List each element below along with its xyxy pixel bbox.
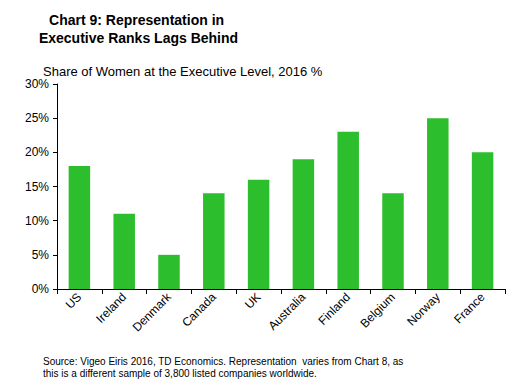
svg-text:Finland: Finland	[315, 290, 353, 328]
svg-text:UK: UK	[242, 290, 264, 312]
svg-text:this is a different sample of: this is a different sample of 3,800 list…	[43, 368, 317, 379]
svg-text:Belgium: Belgium	[357, 290, 398, 331]
svg-text:Source: Vigeo Eiris 2016, TD E: Source: Vigeo Eiris 2016, TD Economics. …	[43, 356, 406, 367]
svg-text:25%: 25%	[25, 111, 49, 125]
svg-text:30%: 30%	[25, 77, 49, 91]
svg-text:Canada: Canada	[179, 290, 219, 330]
svg-text:5%: 5%	[32, 248, 50, 262]
svg-text:Executive Ranks Lags Behind: Executive Ranks Lags Behind	[39, 30, 238, 46]
svg-text:Chart 9: Representation in: Chart 9: Representation in	[49, 12, 228, 28]
svg-text:15%: 15%	[25, 180, 49, 194]
svg-text:0%: 0%	[32, 282, 50, 296]
svg-text:Denmark: Denmark	[130, 289, 175, 334]
svg-text:Ireland: Ireland	[93, 290, 129, 326]
svg-text:US: US	[63, 290, 85, 312]
svg-text:Norway: Norway	[404, 290, 443, 329]
svg-text:Australia: Australia	[265, 290, 308, 333]
svg-text:20%: 20%	[25, 145, 49, 159]
svg-text:Share of Women at the Executiv: Share of Women at the Executive Level, 2…	[43, 64, 323, 79]
svg-text:10%: 10%	[25, 214, 49, 228]
svg-text:France: France	[451, 290, 488, 327]
